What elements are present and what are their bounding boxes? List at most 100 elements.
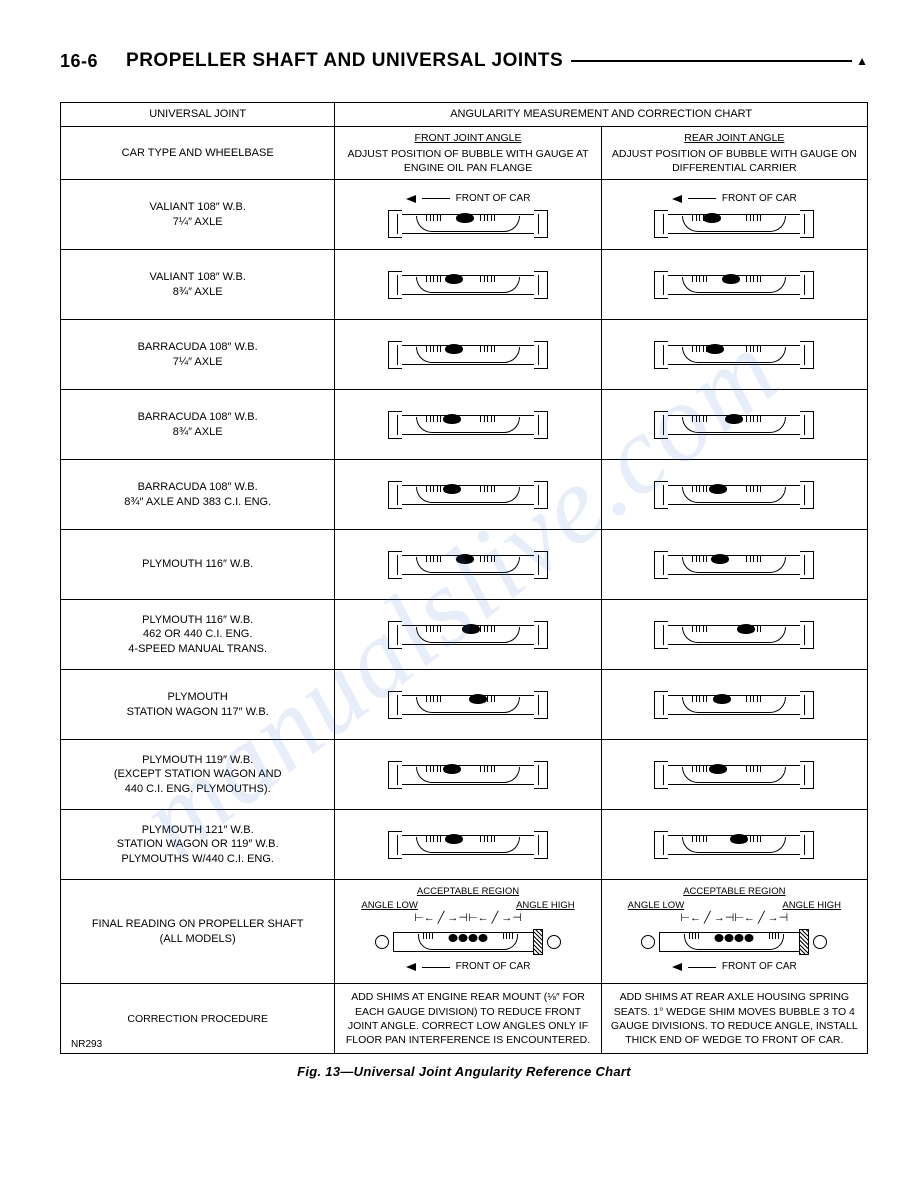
correction-ref: NR293 — [65, 1038, 102, 1052]
final-arrow-row: ⊢← ╱ →⊣⊢← ╱ →⊣ — [343, 912, 592, 925]
front-of-car-label: FRONT OF CAR — [343, 192, 592, 206]
final-gauge-rear: ACCEPTABLE REGION ANGLE LOW ANGLE HIGH⊢← ╱… — [610, 886, 859, 973]
final-gauge-front: ACCEPTABLE REGION ANGLE LOW ANGLE HIGH⊢← ╱… — [343, 886, 592, 973]
angle-high-label: ANGLE HIGH — [782, 900, 841, 911]
bubble-level-gauge — [388, 271, 548, 299]
page-container: 16-6 PROPELLER SHAFT AND UNIVERSAL JOINT… — [0, 0, 918, 1109]
car-type-cell: PLYMOUTH 121″ W.B. STATION WAGON OR 119″… — [61, 810, 335, 880]
rear-joint-label: REAR JOINT ANGLE — [608, 131, 861, 145]
car-type-cell: PLYMOUTH STATION WAGON 117″ W.B. — [61, 670, 335, 740]
bubble-level-gauge — [654, 210, 814, 238]
rear-gauge-cell — [601, 740, 867, 810]
table-row: PLYMOUTH 116″ W.B. 462 OR 440 C.I. ENG. … — [61, 600, 868, 670]
bubble-level-gauge — [654, 691, 814, 719]
table-header-row-1: UNIVERSAL JOINT ANGULARITY MEASUREMENT A… — [61, 103, 868, 127]
table-row: BARRACUDA 108″ W.B. 8¾″ AXLE — [61, 390, 868, 460]
angle-high-label: ANGLE HIGH — [516, 900, 575, 911]
correction-rear-text: ADD SHIMS AT REAR AXLE HOUSING SPRING SE… — [601, 984, 867, 1054]
final-rear-cell: ACCEPTABLE REGION ANGLE LOW ANGLE HIGH⊢← ╱… — [601, 880, 867, 984]
hdr-measurement-chart: ANGULARITY MEASUREMENT AND CORRECTION CH… — [335, 103, 868, 127]
front-of-car-text: FRONT OF CAR — [456, 961, 531, 973]
bubble-level-gauge — [388, 341, 548, 369]
front-of-car-text: FRONT OF CAR — [722, 192, 797, 206]
bubble-level-gauge — [388, 210, 548, 238]
final-reading-row: FINAL READING ON PROPELLER SHAFT (ALL MO… — [61, 880, 868, 984]
bubble-level-gauge — [654, 761, 814, 789]
table-row: VALIANT 108″ W.B. 7¼″ AXLE FRONT OF CAR FR… — [61, 180, 868, 250]
angle-low-label: ANGLE LOW — [361, 900, 418, 911]
bubble-level-gauge — [654, 831, 814, 859]
final-bubble-gauge — [639, 927, 829, 957]
correction-label: CORRECTION PROCEDURE — [65, 1012, 330, 1026]
bubble-level-gauge — [654, 341, 814, 369]
final-reading-label: FINAL READING ON PROPELLER SHAFT (ALL MO… — [61, 880, 335, 984]
rear-gauge-cell — [601, 600, 867, 670]
car-type-cell: VALIANT 108″ W.B. 8¾″ AXLE — [61, 250, 335, 320]
rear-gauge-cell — [601, 460, 867, 530]
car-type-cell: BARRACUDA 108″ W.B. 8¾″ AXLE AND 383 C.I… — [61, 460, 335, 530]
car-type-cell: VALIANT 108″ W.B. 7¼″ AXLE — [61, 180, 335, 250]
angle-low-label: ANGLE LOW — [628, 900, 685, 911]
page-title: PROPELLER SHAFT AND UNIVERSAL JOINTS — [126, 50, 563, 72]
table-row: PLYMOUTH 116″ W.B. — [61, 530, 868, 600]
hdr-universal-joint: UNIVERSAL JOINT — [61, 103, 335, 127]
front-gauge-cell — [335, 600, 601, 670]
front-gauge-cell: FRONT OF CAR — [335, 180, 601, 250]
hdr-front-joint: FRONT JOINT ANGLE ADJUST POSITION OF BUB… — [335, 126, 601, 180]
table-row: PLYMOUTH 121″ W.B. STATION WAGON OR 119″… — [61, 810, 868, 880]
bubble-level-gauge — [388, 621, 548, 649]
correction-row: CORRECTION PROCEDURE NR293 ADD SHIMS AT … — [61, 984, 868, 1054]
header-triangle-icon: ▲ — [856, 54, 868, 68]
acceptable-region-label: ACCEPTABLE REGION — [683, 886, 785, 897]
arrow-left-icon — [672, 195, 682, 203]
car-type-cell: PLYMOUTH 116″ W.B. — [61, 530, 335, 600]
header-rule — [571, 60, 852, 62]
bubble-level-gauge — [388, 691, 548, 719]
front-gauge-cell — [335, 320, 601, 390]
front-gauge-cell — [335, 250, 601, 320]
rear-gauge-cell — [601, 320, 867, 390]
front-gauge-cell — [335, 670, 601, 740]
rear-gauge-cell: FRONT OF CAR — [601, 180, 867, 250]
rear-gauge-cell — [601, 530, 867, 600]
rear-gauge-cell — [601, 390, 867, 460]
bubble-level-gauge — [388, 481, 548, 509]
bubble-level-gauge — [654, 481, 814, 509]
rear-joint-instruction: ADJUST POSITION OF BUBBLE WITH GAUGE ON … — [612, 148, 857, 174]
rear-gauge-cell — [601, 250, 867, 320]
final-arrow-row: ⊢← ╱ →⊣⊢← ╱ →⊣ — [610, 912, 859, 925]
car-type-cell: BARRACUDA 108″ W.B. 8¾″ AXLE — [61, 390, 335, 460]
bubble-level-gauge — [388, 761, 548, 789]
bubble-level-gauge — [388, 831, 548, 859]
front-joint-instruction: ADJUST POSITION OF BUBBLE WITH GAUGE AT … — [347, 148, 588, 174]
hdr-rear-joint: REAR JOINT ANGLE ADJUST POSITION OF BUBB… — [601, 126, 867, 180]
front-gauge-cell — [335, 810, 601, 880]
table-row: PLYMOUTH STATION WAGON 117″ W.B. — [61, 670, 868, 740]
table-row: PLYMOUTH 119″ W.B. (EXCEPT STATION WAGON… — [61, 740, 868, 810]
page-number: 16-6 — [60, 51, 98, 72]
table-row: BARRACUDA 108″ W.B. 8¾″ AXLE AND 383 C.I… — [61, 460, 868, 530]
bubble-level-gauge — [388, 411, 548, 439]
rear-gauge-cell — [601, 810, 867, 880]
correction-label-cell: CORRECTION PROCEDURE NR293 — [61, 984, 335, 1054]
bubble-level-gauge — [654, 271, 814, 299]
front-gauge-cell — [335, 740, 601, 810]
bubble-level-gauge — [654, 551, 814, 579]
bubble-level-gauge — [654, 411, 814, 439]
hdr-car-type: CAR TYPE AND WHEELBASE — [61, 126, 335, 180]
front-gauge-cell — [335, 460, 601, 530]
final-front-cell: ACCEPTABLE REGION ANGLE LOW ANGLE HIGH⊢← ╱… — [335, 880, 601, 984]
acceptable-region-label: ACCEPTABLE REGION — [417, 886, 519, 897]
table-row: VALIANT 108″ W.B. 8¾″ AXLE — [61, 250, 868, 320]
bubble-level-gauge — [654, 621, 814, 649]
car-type-cell: PLYMOUTH 116″ W.B. 462 OR 440 C.I. ENG. … — [61, 600, 335, 670]
correction-front-text: ADD SHIMS AT ENGINE REAR MOUNT (⅛″ FOR E… — [335, 984, 601, 1054]
rear-gauge-cell — [601, 670, 867, 740]
front-joint-label: FRONT JOINT ANGLE — [341, 131, 594, 145]
car-type-cell: BARRACUDA 108″ W.B. 7¼″ AXLE — [61, 320, 335, 390]
bubble-level-gauge — [388, 551, 548, 579]
front-gauge-cell — [335, 390, 601, 460]
front-of-car-text: FRONT OF CAR — [456, 192, 531, 206]
figure-caption: Fig. 13—Universal Joint Angularity Refer… — [60, 1064, 868, 1079]
page-header: 16-6 PROPELLER SHAFT AND UNIVERSAL JOINT… — [60, 50, 868, 72]
